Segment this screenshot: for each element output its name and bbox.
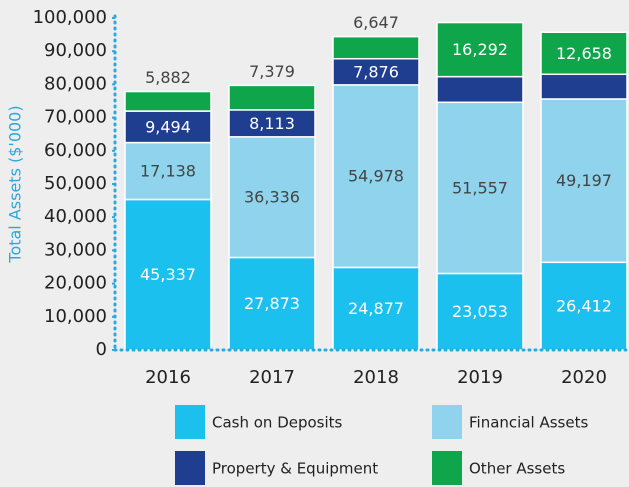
bar-segment: [436, 101, 524, 275]
data-label: 36,336: [244, 188, 300, 207]
bar-segment: [540, 31, 628, 76]
legend-label: Other Assets: [469, 460, 565, 478]
legend-label: Financial Assets: [469, 414, 588, 432]
bar-segment: [540, 98, 628, 264]
legend-label: Property & Equipment: [212, 460, 378, 478]
legend-swatch: [175, 451, 205, 485]
data-label: 12,658: [556, 44, 612, 63]
x-tick-label: 2018: [353, 367, 399, 388]
y-tick-label: 20,000: [44, 273, 107, 294]
y-tick-label: 10,000: [44, 306, 107, 327]
legend-label: Cash on Deposits: [212, 414, 343, 432]
data-label: 7,876: [353, 62, 399, 81]
data-label: 49,197: [556, 171, 612, 190]
bar-segment: [332, 84, 420, 269]
data-label: 8,113: [249, 114, 295, 133]
data-label: 23,053: [452, 302, 508, 321]
bar-segment: [436, 272, 524, 351]
bar-segment: [124, 90, 212, 112]
y-tick-label: 100,000: [33, 7, 107, 28]
y-tick-label: 0: [96, 339, 107, 360]
y-tick-label: 30,000: [44, 239, 107, 260]
legend-swatch: [432, 405, 462, 439]
y-tick-label: 70,000: [44, 107, 107, 128]
y-tick-label: 50,000: [44, 173, 107, 194]
data-label: 26,412: [556, 297, 612, 316]
bar-segment: [436, 21, 524, 78]
bar-segment: [228, 136, 316, 259]
data-label: 5,882: [145, 68, 191, 87]
data-label: 16,292: [452, 40, 508, 59]
legend-swatch: [432, 451, 462, 485]
x-tick-label: 2017: [249, 367, 295, 388]
y-tick-label: 40,000: [44, 206, 107, 227]
bar-segment: [228, 256, 316, 351]
data-label: 6,647: [353, 13, 399, 32]
y-tick-label: 60,000: [44, 140, 107, 161]
y-axis-title: Total Assets ($'000): [6, 105, 25, 263]
y-tick-label: 90,000: [44, 40, 107, 61]
x-tick-label: 2020: [561, 367, 607, 388]
data-label: 17,138: [140, 162, 196, 181]
bar-segment: [124, 198, 212, 351]
y-tick-label: 80,000: [44, 73, 107, 94]
legend-swatch: [175, 405, 205, 439]
bar-segment: [124, 141, 212, 201]
data-label: 7,379: [249, 62, 295, 81]
data-label: 51,557: [452, 178, 508, 197]
bar-segment: [436, 75, 524, 104]
data-label: 45,337: [140, 265, 196, 284]
data-label: 27,873: [244, 294, 300, 313]
x-tick-label: 2016: [145, 367, 191, 388]
bar-segment: [540, 261, 628, 351]
bar-segment: [332, 35, 420, 60]
data-label: 24,877: [348, 299, 404, 318]
data-label: 9,494: [145, 117, 191, 136]
bar-segment: [228, 84, 316, 111]
x-tick-label: 2019: [457, 367, 503, 388]
bar-segment: [540, 73, 628, 100]
bar-segment: [124, 110, 212, 144]
data-label: 54,978: [348, 167, 404, 186]
